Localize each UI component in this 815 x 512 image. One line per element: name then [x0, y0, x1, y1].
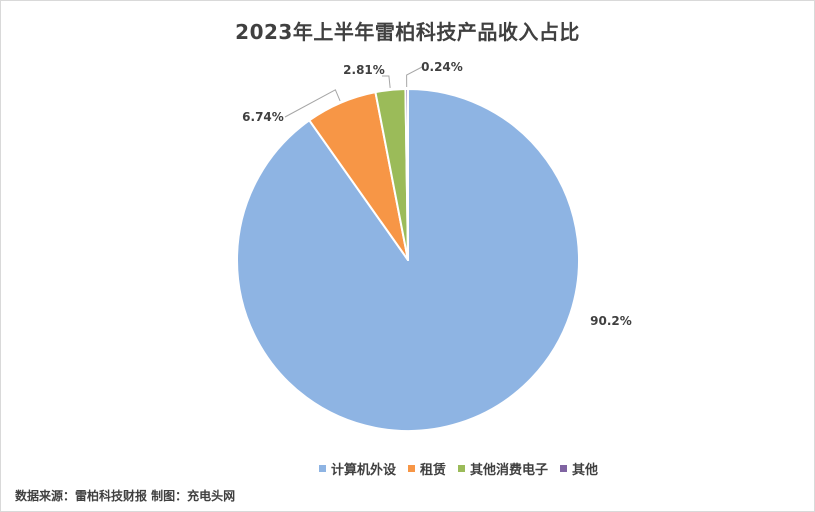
- legend: 计算机外设 租赁 其他消费电子 其他: [319, 459, 610, 478]
- legend-label: 计算机外设: [331, 463, 397, 478]
- legend-item: 其他消费电子: [458, 459, 548, 478]
- data-label: 2.81%: [343, 63, 385, 77]
- source-note: 数据来源：雷柏科技财报 制图：充电头网: [15, 489, 236, 503]
- leader-line: [406, 66, 423, 88]
- legend-item: 其他: [560, 459, 598, 478]
- pie-slice: [404, 87, 409, 261]
- legend-swatch: [560, 465, 568, 472]
- legend-swatch: [408, 465, 416, 472]
- legend-item: 租赁: [408, 459, 446, 478]
- data-label: 6.74%: [242, 110, 284, 124]
- data-label: 90.2%: [590, 314, 632, 328]
- legend-swatch: [458, 465, 466, 472]
- legend-swatch: [319, 465, 326, 472]
- legend-label: 其他消费电子: [470, 463, 549, 478]
- legend-item: 计算机外设: [319, 459, 396, 478]
- legend-label: 租赁: [420, 463, 447, 478]
- data-label: 0.24%: [421, 60, 463, 74]
- leader-line: [284, 89, 341, 118]
- leader-line: [381, 75, 391, 88]
- chart-title: 2023年上半年雷柏科技产品收入占比: [235, 20, 580, 44]
- legend-label: 其他: [572, 463, 599, 478]
